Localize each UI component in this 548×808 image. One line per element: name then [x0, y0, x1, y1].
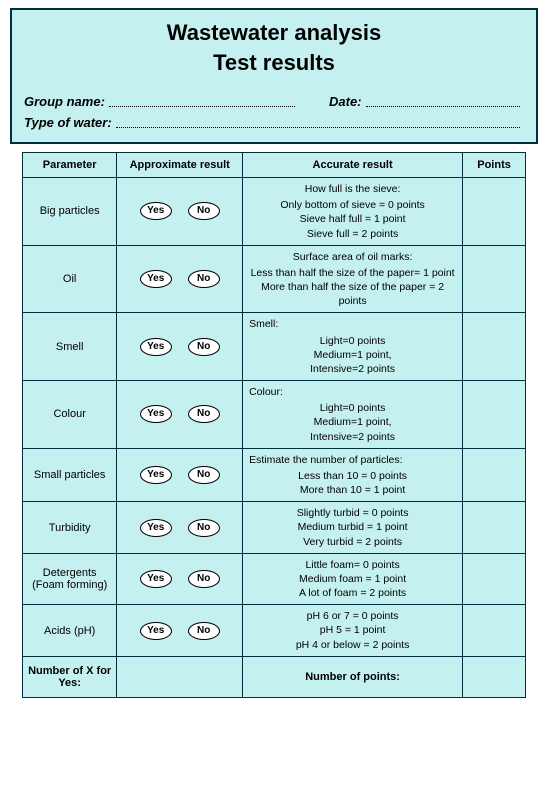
- footer-yes-count-label: Number of X for Yes:: [23, 656, 117, 697]
- accurate-lines: Light=0 points Medium=1 point, Intensive…: [249, 401, 456, 444]
- yes-pill[interactable]: Yes: [140, 405, 172, 423]
- yes-pill[interactable]: Yes: [140, 570, 172, 588]
- accurate-lines: Less than 10 = 0 points More than 10 = 1…: [249, 469, 456, 497]
- accurate-cell: Colour: Light=0 points Medium=1 point, In…: [243, 381, 463, 449]
- date-label: Date:: [329, 94, 362, 109]
- no-pill[interactable]: No: [188, 202, 220, 220]
- no-pill[interactable]: No: [188, 570, 220, 588]
- footer-points-label: Number of points:: [243, 656, 463, 697]
- points-cell[interactable]: [463, 502, 526, 554]
- table-row: Acids (pH) Yes No pH 6 or 7 = 0 points pH 5…: [23, 605, 526, 657]
- approx-cell: Yes No: [117, 381, 243, 449]
- type-label: Type of water:: [24, 115, 112, 130]
- group-input-line[interactable]: [109, 94, 295, 107]
- accurate-lines: Less than half the size of the paper= 1 …: [251, 267, 455, 307]
- yes-pill[interactable]: Yes: [140, 466, 172, 484]
- points-cell[interactable]: [463, 313, 526, 381]
- footer-yes-count-cell[interactable]: [117, 656, 243, 697]
- col-accurate: Accurate result: [243, 153, 463, 178]
- table-row: Smell Yes No Smell: Light=0 points Medium=1 …: [23, 313, 526, 381]
- yes-pill[interactable]: Yes: [140, 622, 172, 640]
- col-parameter: Parameter: [23, 153, 117, 178]
- param-cell: Acids (pH): [23, 605, 117, 657]
- no-pill[interactable]: No: [188, 338, 220, 356]
- approx-cell: Yes No: [117, 313, 243, 381]
- accurate-cell: How full is the sieve: Only bottom of sie…: [243, 178, 463, 246]
- param-cell: Big particles: [23, 178, 117, 246]
- points-cell[interactable]: [463, 553, 526, 605]
- col-approx: Approximate result: [117, 153, 243, 178]
- no-pill[interactable]: No: [188, 519, 220, 537]
- param-cell: Small particles: [23, 448, 117, 502]
- points-cell[interactable]: [463, 178, 526, 246]
- param-cell: Colour: [23, 381, 117, 449]
- accurate-lines: pH 6 or 7 = 0 points pH 5 = 1 point pH 4…: [296, 610, 410, 650]
- accurate-cell: Estimate the number of particles: Less th…: [243, 448, 463, 502]
- param-cell: Detergents (Foam forming): [23, 553, 117, 605]
- accurate-cell: Slightly turbid = 0 points Medium turbid…: [243, 502, 463, 554]
- points-cell[interactable]: [463, 605, 526, 657]
- accurate-cell: pH 6 or 7 = 0 points pH 5 = 1 point pH 4…: [243, 605, 463, 657]
- no-pill[interactable]: No: [188, 466, 220, 484]
- yes-pill[interactable]: Yes: [140, 270, 172, 288]
- param-cell: Oil: [23, 245, 117, 313]
- points-cell[interactable]: [463, 448, 526, 502]
- approx-cell: Yes No: [117, 245, 243, 313]
- table-row: Detergents (Foam forming) Yes No Little foa…: [23, 553, 526, 605]
- approx-cell: Yes No: [117, 553, 243, 605]
- approx-cell: Yes No: [117, 605, 243, 657]
- worksheet: Wastewater analysis Test results Group n…: [10, 8, 538, 144]
- param-cell: Turbidity: [23, 502, 117, 554]
- accurate-lead: Estimate the number of particles:: [249, 453, 456, 467]
- approx-cell: Yes No: [117, 178, 243, 246]
- table-row: Oil Yes No Surface area of oil marks: Less t…: [23, 245, 526, 313]
- no-pill[interactable]: No: [188, 622, 220, 640]
- yes-pill[interactable]: Yes: [140, 202, 172, 220]
- accurate-cell: Surface area of oil marks: Less than half…: [243, 245, 463, 313]
- yes-pill[interactable]: Yes: [140, 338, 172, 356]
- table-row: Small particles Yes No Estimate the number …: [23, 448, 526, 502]
- accurate-lead: Colour:: [249, 385, 456, 399]
- table-row: Turbidity Yes No Slightly turbid = 0 points…: [23, 502, 526, 554]
- accurate-lead: Smell:: [249, 317, 456, 331]
- param-cell: Smell: [23, 313, 117, 381]
- no-pill[interactable]: No: [188, 270, 220, 288]
- approx-cell: Yes No: [117, 448, 243, 502]
- accurate-lines: Little foam= 0 points Medium foam = 1 po…: [299, 559, 406, 599]
- title: Wastewater analysis: [24, 20, 524, 46]
- accurate-lines: Light=0 points Medium=1 point, Intensive…: [249, 334, 456, 377]
- no-pill[interactable]: No: [188, 405, 220, 423]
- yes-pill[interactable]: Yes: [140, 519, 172, 537]
- col-points: Points: [463, 153, 526, 178]
- footer-points-cell[interactable]: [463, 656, 526, 697]
- accurate-lead: Surface area of oil marks:: [249, 250, 456, 264]
- type-input-line[interactable]: [116, 115, 520, 128]
- table-header-row: Parameter Approximate result Accurate re…: [23, 153, 526, 178]
- table-row: Colour Yes No Colour: Light=0 points Medium=…: [23, 381, 526, 449]
- accurate-lines: Slightly turbid = 0 points Medium turbid…: [297, 507, 409, 547]
- points-cell[interactable]: [463, 381, 526, 449]
- points-cell[interactable]: [463, 245, 526, 313]
- accurate-lines: Only bottom of sieve = 0 points Sieve ha…: [280, 199, 424, 239]
- table-row: Big particles Yes No How full is the sieve:…: [23, 178, 526, 246]
- approx-cell: Yes No: [117, 502, 243, 554]
- subtitle: Test results: [24, 50, 524, 76]
- accurate-cell: Little foam= 0 points Medium foam = 1 po…: [243, 553, 463, 605]
- accurate-lead: How full is the sieve:: [249, 182, 456, 196]
- table-footer-row: Number of X for Yes: Number of points:: [23, 656, 526, 697]
- form-fields: Group name: Date: Type of water:: [24, 94, 524, 130]
- accurate-cell: Smell: Light=0 points Medium=1 point, Int…: [243, 313, 463, 381]
- date-input-line[interactable]: [366, 94, 520, 107]
- group-label: Group name:: [24, 94, 105, 109]
- results-table: Parameter Approximate result Accurate re…: [22, 152, 526, 698]
